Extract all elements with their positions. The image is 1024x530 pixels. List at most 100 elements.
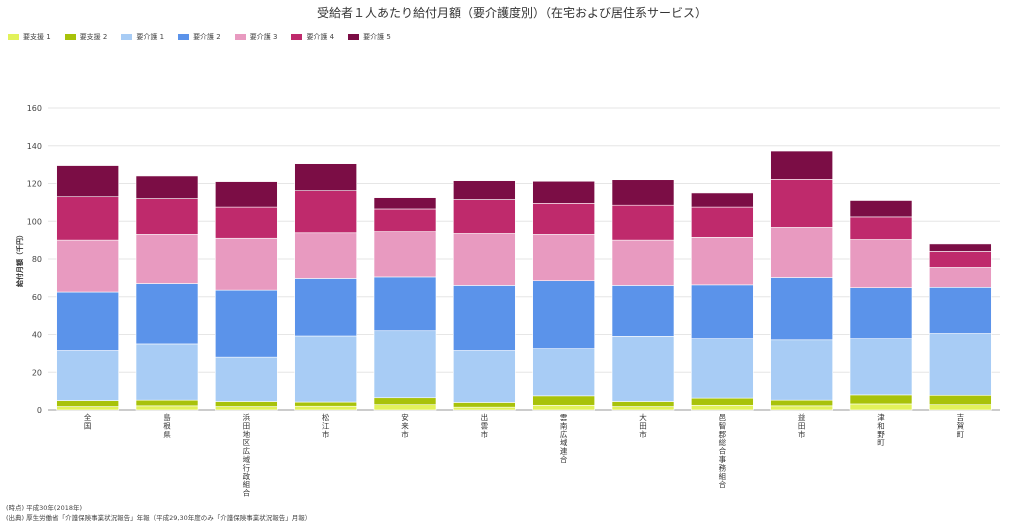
bar-segment — [929, 404, 992, 411]
bar-segment — [294, 232, 357, 279]
bar-segment — [453, 406, 516, 411]
bar-segment — [532, 404, 595, 411]
bar-segment — [770, 405, 833, 411]
legend-label: 要介護 4 — [306, 33, 335, 41]
x-tick-label: 大田市 — [639, 412, 647, 439]
legend-label: 要介護 5 — [363, 33, 391, 41]
legend: 要支援 1 要支援 2 要介護 1 要介護 2 要介護 3 要介護 4 要介護 5 — [8, 32, 405, 42]
bar-segment — [849, 239, 913, 288]
bar-segment — [453, 285, 516, 351]
x-tick-label: 津和野町 — [877, 413, 885, 447]
bar-segment — [453, 199, 516, 234]
legend-item[interactable]: 要支援 1 — [8, 32, 51, 42]
y-tick-label: 40 — [32, 331, 42, 340]
bar-segment — [929, 251, 992, 268]
bar-segment — [611, 239, 675, 286]
legend-swatch — [291, 34, 303, 40]
y-tick-label: 20 — [32, 368, 42, 377]
bar-segment — [215, 181, 278, 208]
bar-segment — [770, 150, 833, 180]
bar-segment — [56, 239, 119, 293]
bar-segment — [929, 333, 992, 396]
bar-segment — [770, 339, 833, 401]
bar-segment — [532, 395, 595, 406]
y-axis-label: 給付月額（千円） — [15, 231, 24, 287]
bar-segment — [135, 283, 199, 345]
bar-segment — [532, 234, 595, 282]
bar-segment — [691, 206, 754, 238]
bar-segment — [532, 180, 595, 204]
bar-segment — [453, 350, 516, 403]
x-tick-label: 松江市 — [322, 412, 330, 439]
legend-swatch — [64, 34, 76, 40]
bar-segment — [373, 231, 437, 278]
legend-item[interactable]: 要介護 4 — [291, 32, 334, 42]
bar-segment — [929, 287, 992, 334]
bar-segment — [56, 165, 119, 198]
bar-segment — [215, 406, 278, 411]
bar-segment — [215, 356, 278, 402]
bar-segment — [453, 402, 516, 408]
bar-segment — [56, 350, 119, 401]
bar-segment — [770, 399, 833, 407]
bar-segment — [691, 338, 754, 399]
y-tick-label: 100 — [27, 217, 42, 226]
bar-segment — [215, 206, 278, 239]
legend-item[interactable]: 要介護 2 — [178, 32, 221, 42]
x-tick-label: 全国 — [84, 412, 92, 430]
bar-segment — [215, 289, 278, 358]
bar-segment — [373, 276, 437, 332]
chart-plot: 0 20 40 60 80 100 120 140 160 給付月額（千円） 全国 島根県 浜田地区広域… — [15, 104, 1000, 498]
bar-segment — [849, 403, 913, 411]
bar-segment — [929, 267, 992, 288]
bar-segment — [611, 406, 675, 411]
bar-segment — [691, 404, 754, 411]
bar-segment — [770, 179, 833, 228]
x-tick-label: 雲南広域連合 — [560, 413, 568, 464]
footnote-source: (出典) 厚生労働省「介護保険事業状況報告」年報（平成29,30年度のみ「介護保… — [6, 514, 312, 522]
legend-item[interactable]: 要介護 3 — [234, 32, 278, 42]
bar-segment — [929, 243, 992, 252]
legend-label: 要支援 1 — [23, 33, 51, 41]
x-tick-label: 益田市 — [798, 412, 806, 439]
footnotes: (時点) 平成30年(2018年) (出典) 厚生労働省「介護保険事業状況報告」… — [6, 503, 311, 523]
bar-segment — [849, 216, 913, 240]
bar-segment — [135, 343, 199, 401]
bar-segment — [373, 330, 437, 399]
legend-swatch — [178, 34, 190, 40]
bar-segment — [691, 236, 754, 286]
x-tick-label: 出雲市 — [481, 412, 489, 439]
bar-segment — [849, 200, 913, 218]
legend-item[interactable]: 要支援 2 — [64, 32, 107, 42]
bar-segment — [532, 348, 595, 397]
bar-segment — [929, 394, 992, 406]
legend-item[interactable]: 要介護 1 — [121, 32, 164, 42]
footnote-time: (時点) 平成30年(2018年) — [6, 504, 83, 512]
bar-segment — [135, 175, 199, 199]
legend-swatch — [234, 34, 246, 40]
bar-segment — [215, 237, 278, 291]
bar-segment — [770, 227, 833, 278]
bar-segment — [294, 163, 357, 191]
x-tick-label: 島根県 — [163, 412, 171, 439]
chart-title: 受給者１人あたり給付月額（要介護度別）（在宅および居住系サービス） — [316, 6, 707, 20]
legend-swatch — [348, 34, 360, 40]
legend-label: 要介護 3 — [249, 33, 278, 41]
legend-label: 要介護 2 — [193, 33, 221, 41]
bar-segment — [849, 394, 913, 405]
bar-segment — [849, 338, 913, 396]
bar-segment — [135, 198, 199, 235]
bar-segment — [770, 277, 833, 341]
y-tick-label: 80 — [32, 255, 42, 264]
bar-segment — [611, 285, 675, 337]
legend-item[interactable]: 要介護 5 — [348, 32, 391, 42]
bar-segment — [691, 397, 754, 406]
bar-segment — [849, 287, 913, 339]
bar-segment — [611, 401, 675, 407]
x-tick-label: 浜田地区広域行政組合 — [243, 412, 251, 498]
x-tick-label: 安来市 — [401, 412, 409, 439]
legend-swatch — [121, 34, 133, 40]
y-tick-label: 0 — [37, 406, 42, 415]
y-tick-label: 160 — [27, 104, 42, 113]
bar-segment — [532, 203, 595, 235]
